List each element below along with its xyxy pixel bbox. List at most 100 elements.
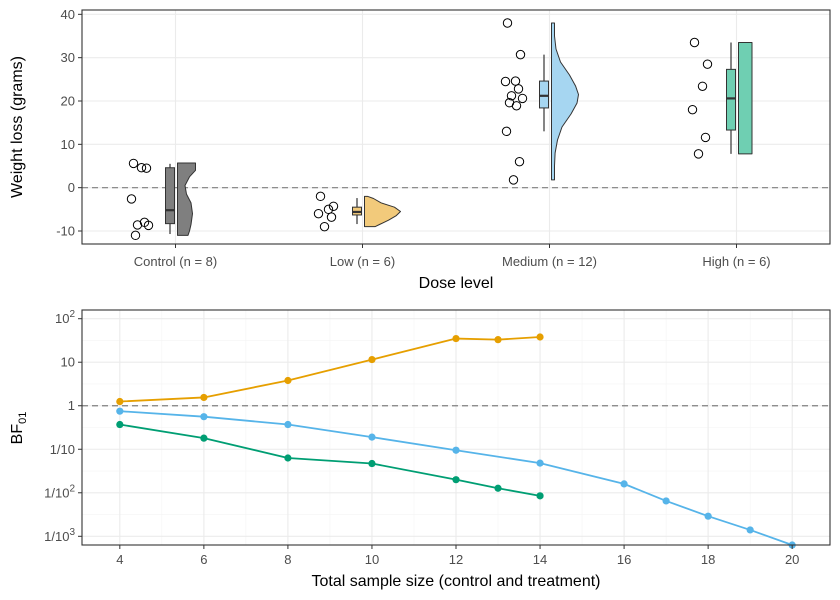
data-point xyxy=(313,208,324,219)
data-point xyxy=(143,220,154,231)
bf-label: BF xyxy=(9,424,26,445)
series-point xyxy=(200,434,208,442)
series-orange xyxy=(116,333,544,406)
data-point xyxy=(697,81,708,91)
data-point xyxy=(515,49,526,60)
bottom-y-tick-label: 1/102 xyxy=(44,483,75,500)
box xyxy=(165,167,175,225)
density-half-violin xyxy=(551,22,579,181)
series-point xyxy=(704,512,712,520)
group-0 xyxy=(126,158,196,241)
bottom-x-tick-label: 8 xyxy=(284,552,291,567)
series-point xyxy=(284,376,292,385)
top-x-axis-title: Dose level xyxy=(419,275,494,292)
density-half-violin xyxy=(177,162,196,236)
bottom-x-tick-label: 4 xyxy=(116,552,123,567)
data-point xyxy=(141,163,152,173)
data-point xyxy=(128,158,139,169)
data-point xyxy=(514,156,525,167)
bottom-y-axis-title: BF01 xyxy=(9,412,29,445)
data-point xyxy=(319,221,330,232)
density-half-violin xyxy=(364,195,401,228)
series-point xyxy=(284,454,292,462)
series-point xyxy=(452,476,460,484)
bottom-y-tick-label: 1 xyxy=(68,398,75,413)
data-point xyxy=(501,126,512,137)
data-point xyxy=(315,191,326,202)
top-x-tick-label: Control (n = 8) xyxy=(134,254,217,269)
group-2 xyxy=(500,18,579,185)
top-y-tick-label: 30 xyxy=(61,50,75,65)
data-point xyxy=(500,76,511,87)
series-sky-blue xyxy=(116,407,796,549)
box xyxy=(539,80,549,109)
bottom-x-tick-label: 12 xyxy=(449,552,463,567)
series-point xyxy=(116,397,124,406)
bottom-y-tick-label: 1/10 xyxy=(50,442,75,457)
top-y-tick-label: -10 xyxy=(56,224,75,239)
series-point xyxy=(368,459,376,468)
data-point xyxy=(693,149,704,159)
density-half-violin xyxy=(738,42,753,155)
bottom-y-tick-label: 102 xyxy=(55,309,75,326)
top-x-tick-label: High (n = 6) xyxy=(702,254,770,269)
bottom-x-tick-label: 14 xyxy=(533,552,547,567)
data-point xyxy=(132,220,143,230)
bottom-x-axis-title: Total sample size (control and treatment… xyxy=(311,573,600,590)
data-point xyxy=(687,104,698,115)
bf-subscript: 01 xyxy=(17,412,29,424)
data-point xyxy=(136,163,147,173)
series-point xyxy=(200,393,208,402)
data-point xyxy=(510,76,521,86)
series-green xyxy=(116,420,544,500)
series-point xyxy=(116,420,124,429)
top-panel-border xyxy=(81,9,831,245)
bottom-x-tick-label: 18 xyxy=(701,552,715,567)
group-1 xyxy=(313,191,401,232)
top-y-tick-label: 40 xyxy=(61,7,75,22)
box xyxy=(726,68,736,131)
bottom-x-tick-label: 20 xyxy=(785,552,799,567)
top-x-tick-label: Low (n = 6) xyxy=(330,254,395,269)
data-point xyxy=(517,93,528,104)
top-x-tick-label: Medium (n = 12) xyxy=(502,254,597,269)
series-point xyxy=(116,407,124,415)
data-point xyxy=(513,84,524,94)
data-point xyxy=(130,230,141,241)
top-y-tick-label: 0 xyxy=(68,180,75,195)
series-point xyxy=(662,497,670,505)
data-point xyxy=(502,18,513,28)
series-point xyxy=(368,355,376,364)
series-point xyxy=(494,336,502,344)
series-point xyxy=(284,420,292,429)
series-point xyxy=(368,433,376,441)
series-point xyxy=(200,413,208,421)
series-point xyxy=(494,484,502,492)
top-y-tick-label: 20 xyxy=(61,94,75,109)
data-point xyxy=(702,59,713,69)
data-point xyxy=(511,101,522,111)
data-point xyxy=(506,91,517,101)
top-y-tick-label: 10 xyxy=(61,137,75,152)
series-point xyxy=(452,334,460,343)
data-point xyxy=(700,132,711,143)
series-point xyxy=(536,333,544,341)
data-point xyxy=(508,175,519,185)
data-point xyxy=(323,204,334,215)
data-point xyxy=(328,201,339,212)
data-point xyxy=(326,212,337,222)
data-point xyxy=(126,194,137,204)
top-y-axis-title: Weight loss (grams) xyxy=(9,56,26,198)
data-point xyxy=(689,37,700,48)
series-point xyxy=(536,492,544,500)
series-point xyxy=(536,459,544,467)
bottom-x-tick-label: 10 xyxy=(365,552,379,567)
bottom-y-tick-label: 1/103 xyxy=(44,527,75,544)
group-3 xyxy=(687,37,753,159)
bottom-y-tick-label: 10 xyxy=(61,355,75,370)
series-point xyxy=(452,446,460,454)
bottom-x-tick-label: 16 xyxy=(617,552,631,567)
series-point xyxy=(746,526,754,534)
